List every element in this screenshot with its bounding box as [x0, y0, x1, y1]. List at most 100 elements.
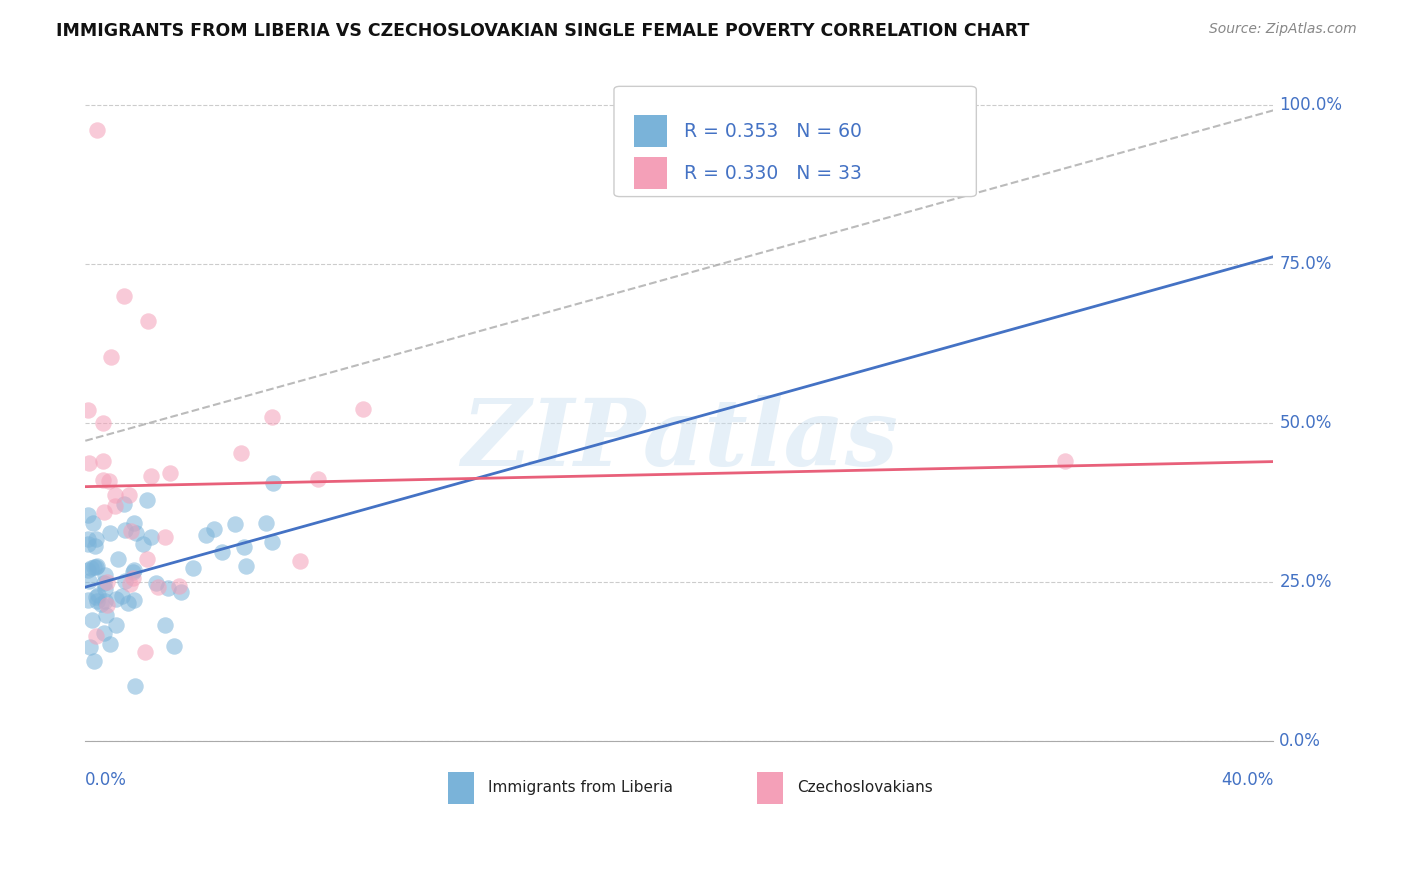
- Point: [125, 525, 148, 540]
- Point: [136, 314, 159, 328]
- Point: [84, 590, 107, 604]
- Point: [77, 532, 100, 546]
- Point: [83, 560, 105, 574]
- Point: [84, 629, 107, 643]
- Point: [93, 505, 115, 519]
- Point: [233, 541, 256, 555]
- Point: [84, 532, 107, 546]
- Point: [77, 574, 100, 588]
- Point: [114, 523, 136, 537]
- Point: [77, 508, 100, 522]
- Text: ZIPatlas: ZIPatlas: [461, 395, 898, 485]
- Text: R = 0.330   N = 33: R = 0.330 N = 33: [685, 164, 862, 183]
- Point: [100, 350, 122, 364]
- Point: [93, 626, 115, 640]
- Point: [84, 539, 107, 553]
- Point: [94, 567, 117, 582]
- Point: [104, 488, 127, 502]
- Point: [82, 516, 104, 530]
- Point: [77, 537, 100, 551]
- Point: [170, 585, 193, 599]
- Point: [135, 551, 157, 566]
- Point: [77, 593, 100, 607]
- Point: [86, 558, 108, 573]
- Point: [91, 416, 114, 430]
- Point: [86, 593, 108, 607]
- Point: [84, 560, 107, 574]
- Point: [167, 579, 190, 593]
- Point: [86, 123, 108, 137]
- Point: [352, 402, 374, 417]
- Text: Czechoslovakians: Czechoslovakians: [797, 780, 932, 796]
- Point: [107, 552, 129, 566]
- Point: [156, 581, 179, 595]
- Point: [211, 545, 233, 559]
- Point: [105, 591, 128, 606]
- Point: [93, 594, 115, 608]
- Point: [162, 639, 184, 653]
- Point: [98, 525, 121, 540]
- Text: 0.0%: 0.0%: [1279, 732, 1322, 750]
- Text: IMMIGRANTS FROM LIBERIA VS CZECHOSLOVAKIAN SINGLE FEMALE POVERTY CORRELATION CHA: IMMIGRANTS FROM LIBERIA VS CZECHOSLOVAKI…: [56, 22, 1029, 40]
- Point: [307, 472, 329, 486]
- Point: [153, 530, 176, 544]
- Text: 75.0%: 75.0%: [1279, 255, 1331, 273]
- Text: R = 0.353   N = 60: R = 0.353 N = 60: [685, 121, 862, 141]
- Point: [114, 574, 136, 588]
- Point: [159, 466, 181, 480]
- Point: [93, 453, 115, 467]
- Point: [254, 516, 277, 530]
- Point: [262, 476, 284, 491]
- Point: [104, 499, 127, 513]
- Point: [122, 563, 145, 577]
- Point: [122, 571, 145, 585]
- Point: [77, 563, 100, 577]
- Point: [153, 618, 176, 632]
- Point: [124, 680, 146, 694]
- Point: [111, 589, 134, 603]
- Point: [231, 446, 253, 460]
- Point: [181, 561, 204, 575]
- Point: [118, 488, 141, 502]
- Point: [224, 516, 246, 531]
- Point: [146, 580, 169, 594]
- FancyBboxPatch shape: [614, 87, 976, 196]
- Point: [93, 575, 115, 590]
- Point: [139, 468, 162, 483]
- Point: [262, 409, 284, 424]
- Point: [96, 607, 118, 622]
- Bar: [634, 115, 668, 147]
- Point: [120, 577, 142, 591]
- Point: [124, 593, 146, 607]
- Point: [112, 498, 135, 512]
- Point: [145, 576, 167, 591]
- Bar: [756, 772, 783, 804]
- Point: [194, 528, 217, 542]
- Point: [90, 597, 112, 611]
- Point: [202, 522, 225, 536]
- Point: [87, 588, 110, 602]
- Text: 25.0%: 25.0%: [1279, 573, 1331, 591]
- Point: [77, 403, 100, 417]
- Point: [112, 288, 135, 302]
- Point: [83, 655, 105, 669]
- Text: 40.0%: 40.0%: [1220, 772, 1274, 789]
- Text: 50.0%: 50.0%: [1279, 414, 1331, 432]
- Point: [235, 558, 257, 573]
- Text: Immigrants from Liberia: Immigrants from Liberia: [488, 780, 673, 796]
- Point: [93, 582, 115, 597]
- Point: [288, 554, 311, 568]
- Point: [96, 574, 118, 589]
- Point: [139, 530, 162, 544]
- Text: 100.0%: 100.0%: [1279, 95, 1343, 114]
- Point: [91, 473, 114, 487]
- Point: [120, 524, 142, 538]
- Text: Source: ZipAtlas.com: Source: ZipAtlas.com: [1209, 22, 1357, 37]
- Point: [77, 457, 100, 471]
- Point: [79, 640, 101, 655]
- Point: [82, 613, 104, 627]
- Point: [122, 516, 145, 530]
- Bar: [447, 772, 474, 804]
- Point: [96, 598, 118, 612]
- Text: 0.0%: 0.0%: [86, 772, 127, 789]
